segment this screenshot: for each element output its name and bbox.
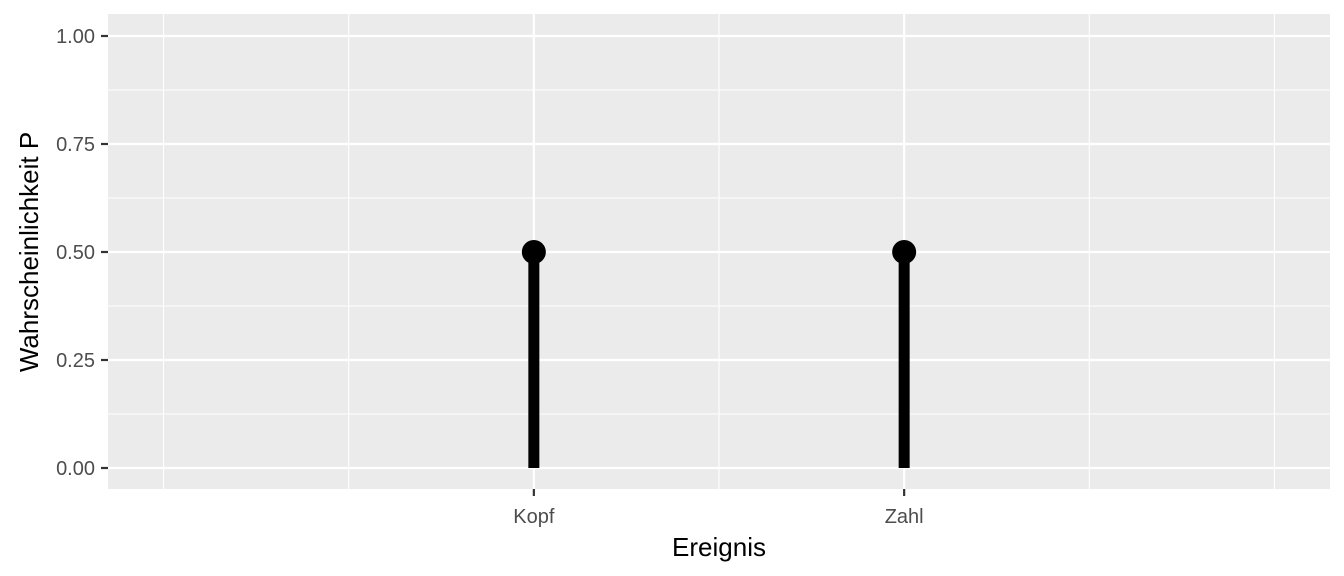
x-tick-label: Kopf	[513, 506, 555, 528]
data-marks	[521, 240, 917, 468]
point	[892, 240, 917, 264]
grid-minor	[108, 14, 1330, 489]
y-tick-label: 0.75	[56, 134, 95, 156]
y-tick-label: 1.00	[56, 26, 95, 48]
y-tick-label: 0.00	[56, 458, 95, 480]
y-axis-title: Wahrscheinlichkeit P	[14, 132, 44, 372]
x-tick-label: Zahl	[885, 506, 924, 528]
y-tick-label: 0.50	[56, 242, 95, 264]
y-tick-label: 0.25	[56, 350, 95, 372]
x-axis: Kopf Zahl	[513, 489, 924, 528]
point	[521, 240, 546, 264]
x-axis-title: Ereignis	[672, 532, 766, 562]
y-axis: 0.00 0.25 0.50 0.75 1.00	[56, 26, 108, 480]
